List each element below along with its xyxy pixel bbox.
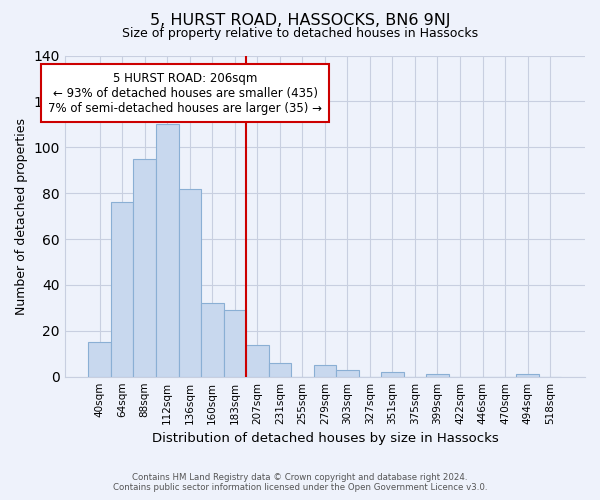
Bar (111, 202, 133, 376)
Bar (381, 372, 404, 376)
Bar (246, 344, 269, 376)
Bar (133, 158, 156, 376)
Bar (88, 342, 111, 376)
Text: Size of property relative to detached houses in Hassocks: Size of property relative to detached ho… (122, 28, 478, 40)
Bar (314, 365, 336, 376)
Bar (156, 124, 179, 376)
Bar (517, 374, 539, 376)
Text: Contains HM Land Registry data © Crown copyright and database right 2024.
Contai: Contains HM Land Registry data © Crown c… (113, 473, 487, 492)
Text: 5 HURST ROAD: 206sqm
← 93% of detached houses are smaller (435)
7% of semi-detac: 5 HURST ROAD: 206sqm ← 93% of detached h… (48, 72, 322, 114)
Text: 5, HURST ROAD, HASSOCKS, BN6 9NJ: 5, HURST ROAD, HASSOCKS, BN6 9NJ (150, 12, 450, 28)
Bar (201, 304, 224, 376)
Bar (426, 374, 449, 376)
X-axis label: Distribution of detached houses by size in Hassocks: Distribution of detached houses by size … (152, 432, 498, 445)
Bar (224, 310, 246, 376)
Bar (336, 370, 359, 376)
Bar (179, 188, 201, 376)
Bar (269, 363, 291, 376)
Y-axis label: Number of detached properties: Number of detached properties (15, 118, 28, 314)
